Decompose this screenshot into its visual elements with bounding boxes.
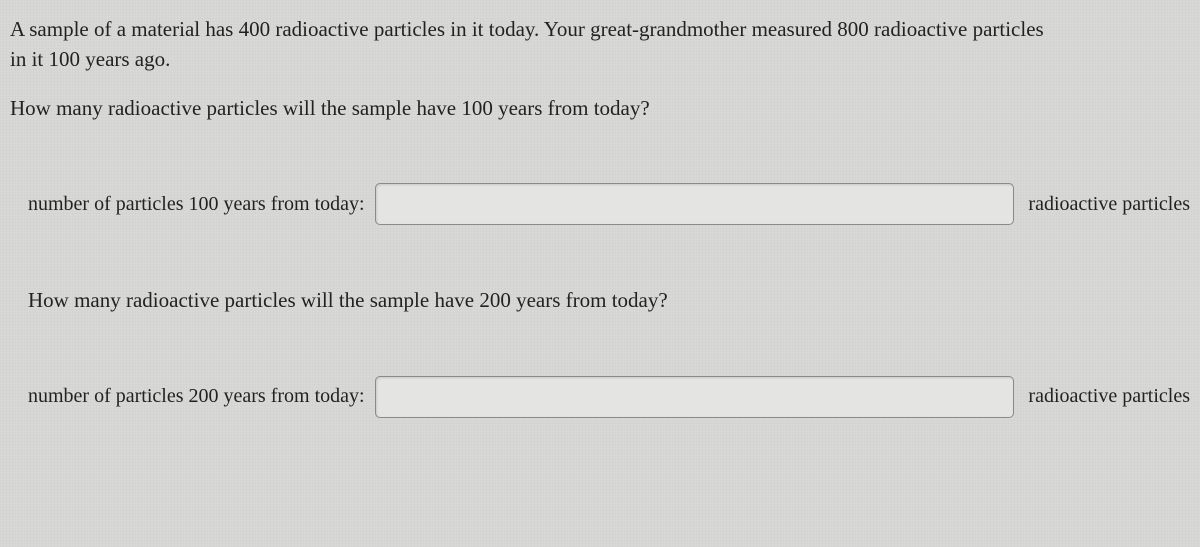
context-line-1: A sample of a material has 400 radioacti… <box>10 17 1044 41</box>
question-2-text: How many radioactive particles will the … <box>28 285 1190 315</box>
answer-2-unit: radioactive particles <box>1028 385 1190 408</box>
answer-row-1: number of particles 100 years from today… <box>10 183 1190 225</box>
problem-context: A sample of a material has 400 radioacti… <box>10 14 1190 75</box>
answer-1-label: number of particles 100 years from today… <box>28 193 365 216</box>
answer-row-2: number of particles 200 years from today… <box>10 376 1190 418</box>
answer-1-unit: radioactive particles <box>1028 193 1190 216</box>
question-1-text: How many radioactive particles will the … <box>10 93 1190 123</box>
answer-1-input[interactable] <box>375 183 1015 225</box>
answer-2-label: number of particles 200 years from today… <box>28 385 365 408</box>
context-line-2: in it 100 years ago. <box>10 47 170 71</box>
answer-2-input[interactable] <box>375 376 1015 418</box>
